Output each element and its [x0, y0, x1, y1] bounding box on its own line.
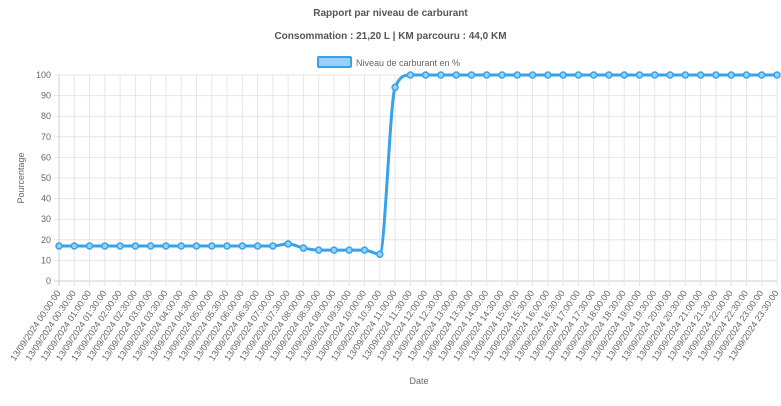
- chart-title: Rapport par niveau de carburant: [313, 8, 468, 19]
- data-point[interactable]: [635, 71, 644, 79]
- y-tick-label: 60: [41, 152, 51, 162]
- series-line: [58, 73, 777, 256]
- data-point[interactable]: [131, 242, 140, 250]
- data-point[interactable]: [727, 71, 735, 79]
- data-point[interactable]: [284, 240, 292, 248]
- y-tick-label: 20: [41, 235, 51, 245]
- y-tick-label: 10: [41, 255, 51, 265]
- data-point[interactable]: [696, 71, 705, 79]
- y-tick-label: 80: [41, 111, 51, 121]
- data-point[interactable]: [421, 71, 430, 79]
- data-point[interactable]: [742, 71, 751, 79]
- data-point[interactable]: [192, 242, 201, 250]
- data-point[interactable]: [101, 242, 109, 250]
- y-axis-label: Pourcentage: [16, 152, 26, 203]
- data-point[interactable]: [208, 242, 216, 250]
- data-point[interactable]: [85, 242, 94, 250]
- data-points: [55, 71, 781, 258]
- legend-label[interactable]: Niveau de carburant en %: [356, 58, 460, 68]
- data-point[interactable]: [177, 242, 185, 250]
- chart-subtitle: Consommation : 21,20 L | KM parcouru : 4…: [274, 31, 507, 42]
- data-point[interactable]: [467, 71, 476, 79]
- chart-grid: [54, 74, 778, 286]
- legend-swatch[interactable]: [317, 56, 352, 68]
- data-point[interactable]: [452, 71, 460, 79]
- chart-legend[interactable]: Niveau de carburant en %: [317, 56, 460, 68]
- data-point[interactable]: [406, 71, 415, 79]
- data-point[interactable]: [223, 242, 231, 250]
- data-point[interactable]: [528, 71, 537, 79]
- data-point[interactable]: [712, 71, 720, 79]
- data-point[interactable]: [559, 71, 567, 79]
- y-tick-label: 50: [41, 173, 51, 183]
- y-tick-label: 90: [41, 91, 51, 101]
- data-point[interactable]: [757, 71, 766, 79]
- data-point[interactable]: [299, 244, 308, 252]
- data-point[interactable]: [238, 242, 247, 250]
- data-point[interactable]: [589, 71, 598, 79]
- data-point[interactable]: [574, 71, 583, 79]
- data-point[interactable]: [605, 71, 613, 79]
- data-point[interactable]: [146, 242, 155, 250]
- data-point[interactable]: [116, 242, 124, 250]
- data-point[interactable]: [162, 242, 170, 250]
- data-point[interactable]: [773, 71, 781, 79]
- data-point[interactable]: [620, 71, 628, 79]
- y-tick-label: 0: [46, 276, 51, 286]
- data-point[interactable]: [544, 71, 552, 79]
- data-point[interactable]: [269, 242, 277, 250]
- y-tick-label: 40: [41, 194, 51, 204]
- data-point[interactable]: [437, 71, 445, 79]
- data-point[interactable]: [513, 71, 522, 79]
- data-point[interactable]: [376, 250, 384, 258]
- data-point[interactable]: [391, 83, 399, 92]
- y-tick-label: 70: [41, 132, 51, 142]
- x-axis-label: Date: [409, 376, 428, 386]
- data-point[interactable]: [498, 71, 506, 79]
- data-point[interactable]: [482, 71, 491, 79]
- data-point[interactable]: [70, 242, 79, 250]
- data-point[interactable]: [666, 71, 674, 79]
- data-point[interactable]: [345, 246, 354, 254]
- y-tick-label: 30: [41, 214, 51, 224]
- data-point[interactable]: [314, 246, 323, 254]
- data-point[interactable]: [360, 246, 369, 254]
- data-point[interactable]: [253, 242, 262, 250]
- data-point[interactable]: [681, 71, 690, 79]
- data-point[interactable]: [330, 246, 338, 254]
- data-point[interactable]: [651, 71, 659, 79]
- series-line-group: [58, 73, 777, 256]
- data-point[interactable]: [55, 242, 63, 250]
- y-tick-label: 100: [36, 70, 51, 80]
